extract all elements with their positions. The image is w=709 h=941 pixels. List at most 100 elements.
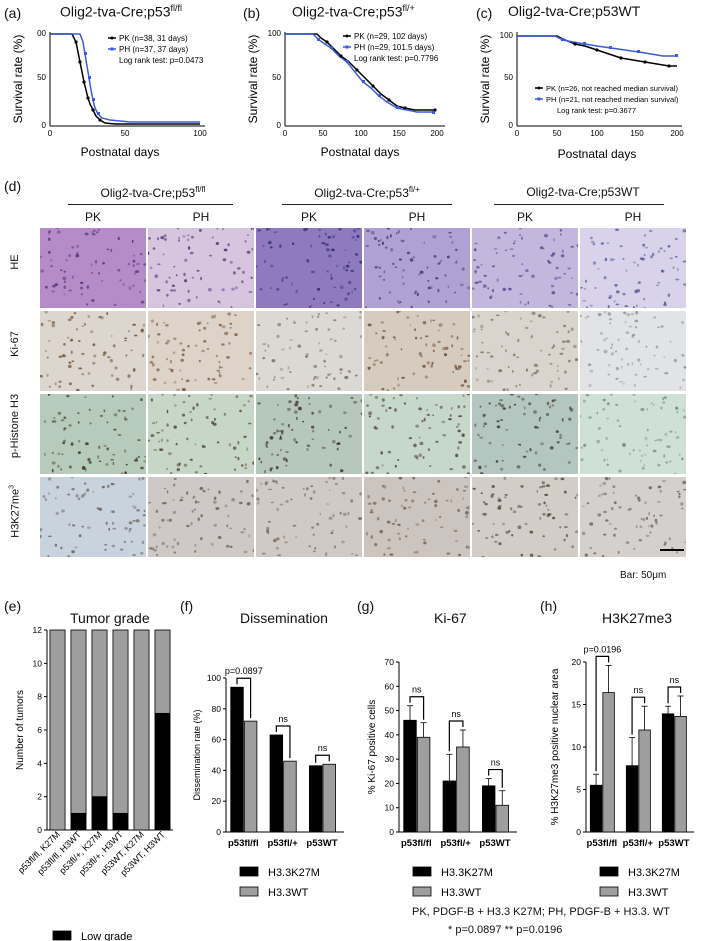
ytick-label-h: 15 — [572, 700, 582, 710]
bar-e-high-grade — [49, 629, 66, 831]
xtick-label-h: p53fl/+ — [623, 838, 654, 849]
legend-swatch-f — [239, 886, 259, 897]
svg-text:100: 100 — [500, 31, 514, 40]
significance-label-f: ns — [278, 714, 288, 724]
significance-bracket-g — [488, 768, 503, 788]
svg-text:100: 100 — [354, 129, 368, 138]
bar-f-h3-3k27m — [230, 686, 244, 833]
svg-text:100: 100 — [268, 29, 282, 38]
significance-bracket-h — [631, 696, 646, 735]
micrograph-he-2 — [148, 228, 254, 308]
micrograph-h3k27me3-2 — [148, 477, 254, 557]
micrograph-he-1 — [40, 228, 146, 308]
survival-line-ph — [50, 33, 200, 123]
micrograph-ki-67-6 — [580, 311, 686, 391]
xtick-a-0: 0 — [48, 129, 53, 138]
svg-text:200: 200 — [670, 129, 684, 138]
bar-f-h3-3k27m — [308, 765, 323, 833]
legend-swatch-h — [599, 886, 619, 897]
xlabel-b: Postnatal days — [321, 145, 400, 159]
svg-text:PK (n=38, 31 days): PK (n=38, 31 days) — [119, 34, 188, 43]
bar-h-h3-3k27m — [661, 713, 675, 833]
ytick-label-f: 80 — [212, 704, 222, 714]
legend-swatch-e — [52, 930, 72, 941]
row-label-he: HE — [9, 254, 21, 270]
micrograph-ki-67-5 — [472, 311, 578, 391]
xtick-label-f: p53fl/fl — [228, 838, 259, 849]
bar-h-h3-3k27m — [625, 765, 639, 833]
svg-text:200: 200 — [430, 129, 444, 138]
col-header-2: PH — [192, 210, 210, 224]
panel-b-label: (b) — [243, 5, 261, 21]
ytick-label-h: 0 — [576, 827, 581, 837]
micrograph-ki-67-2 — [148, 311, 254, 391]
micrograph-h3k27me3-4 — [364, 477, 470, 557]
panel-e-label: (e) — [4, 598, 22, 614]
bar-e-low-grade — [91, 796, 108, 831]
ylabel-g: % Ki-67 positive cells — [367, 700, 378, 794]
svg-text:50: 50 — [272, 73, 281, 82]
significance-label-g: ns — [451, 709, 461, 719]
ylabel-f: Dissemination rate (%) — [192, 709, 202, 800]
ytick-label-g: 0 — [389, 827, 394, 837]
ytick-label-f: 60 — [212, 735, 222, 745]
ytick-label-g: 10 — [385, 803, 395, 813]
panel-a-label: (a) — [4, 5, 22, 21]
panel-f-label: (f) — [180, 598, 194, 614]
survival-line-ph — [285, 33, 435, 113]
significance-bracket-g — [448, 720, 464, 752]
ytick-a-mid: 50 — [37, 73, 46, 82]
svg-text:Log rank test: p=0.7796: Log rank test: p=0.7796 — [354, 54, 439, 63]
significance-label-h: ns — [634, 685, 644, 695]
bar-e-low-grade — [112, 812, 129, 831]
footnote-abbrev: PK, PDGF-B + H3.3 K27M; PH, PDGF-B + H3.… — [412, 906, 670, 918]
svg-text:PH (n=37, 37 days): PH (n=37, 37 days) — [119, 45, 188, 54]
svg-text:0: 0 — [283, 129, 288, 138]
micrograph-p-histone-h3-4 — [364, 394, 470, 474]
svg-text:0: 0 — [515, 129, 520, 138]
panel-g-label: (g) — [357, 598, 375, 614]
svg-text:50: 50 — [553, 129, 562, 138]
legend-b: PK (n=29, 102 days) PH (n=29, 101.5 days… — [343, 32, 439, 63]
svg-text:0: 0 — [509, 121, 514, 130]
svg-text:100: 100 — [590, 129, 604, 138]
panel-a-title: Olig2-tva-Cre;p53fl/fl — [60, 3, 183, 20]
bar-g-h3-3wt — [495, 804, 509, 833]
ytick-label-e: 4 — [37, 758, 42, 768]
significance-label-g: ns — [491, 758, 501, 768]
ylabel-b: Survival rate (%) — [246, 35, 260, 124]
ytick-label-f: 40 — [212, 765, 222, 775]
bar-g-h3-3k27m — [403, 719, 417, 833]
micrograph-p-histone-h3-5 — [472, 394, 578, 474]
bar-g-h3-3wt — [416, 736, 431, 833]
ytick-a-bot: 0 — [42, 121, 47, 130]
bar-e-low-grade — [70, 812, 87, 831]
col-header-6: PH — [624, 210, 642, 224]
panel-f-title: Dissemination — [240, 610, 328, 626]
xtick-label-g: p53fl/fl — [401, 838, 432, 849]
bar-g-h3-3wt — [456, 746, 470, 833]
bar-e-low-grade — [154, 712, 171, 831]
row-label-phh3: p-Histone H3 — [9, 393, 21, 459]
bar-h-h3-3wt — [674, 716, 687, 833]
significance-label-h: p=0.0196 — [583, 644, 621, 654]
group-underline-3 — [494, 204, 664, 205]
svg-text:50: 50 — [504, 73, 513, 82]
ylabel-a: Survival rate (%) — [11, 35, 25, 124]
bar-h-h3-3k27m — [589, 784, 603, 833]
ytick-label-g: 50 — [385, 706, 395, 716]
legend-c: PK (n=26, not reached median survival) P… — [535, 84, 679, 115]
scale-bar — [660, 549, 684, 551]
xlabel-a: Postnatal days — [81, 145, 160, 159]
panel-c-label: (c) — [476, 5, 493, 21]
ytick-label-f: 0 — [216, 827, 221, 837]
svg-text:PH (n=21, not reached median s: PH (n=21, not reached median survival) — [546, 95, 679, 104]
svg-text:PK (n=26, not reached median s: PK (n=26, not reached median survival) — [546, 84, 678, 93]
legend-swatch-f — [239, 866, 259, 877]
significance-label-f: ns — [318, 743, 328, 753]
panel-g-title: Ki-67 — [434, 610, 467, 626]
ytick-label-h: 5 — [576, 785, 581, 795]
xtick-a-100: 100 — [193, 129, 207, 138]
survival-plot-a: 00 50 0 0 50 100 Postnatal days Survival… — [11, 29, 207, 159]
